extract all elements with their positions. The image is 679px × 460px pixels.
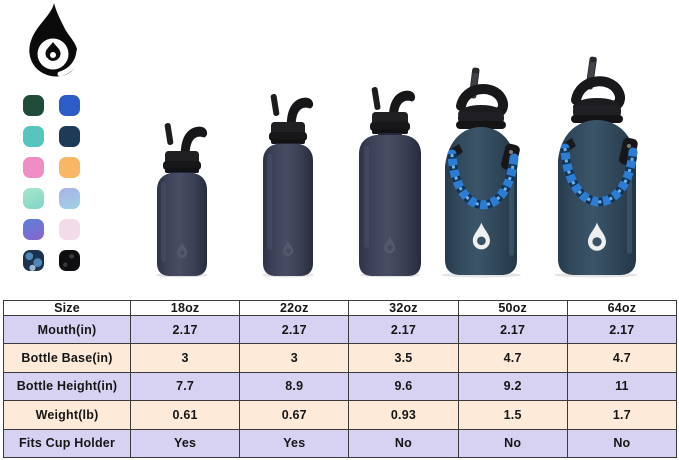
color-swatch-periwinkle-gradient (59, 188, 80, 209)
column-header-64oz: 64oz (566, 300, 678, 316)
table-cell: 3 (129, 343, 241, 373)
table-cell: 0.93 (348, 400, 459, 430)
color-swatch-mint-gradient (23, 188, 44, 209)
brand-flame-logo (29, 3, 82, 77)
table-cell: 1.5 (457, 400, 568, 430)
spec-table-head: Size 18oz 22oz 32oz 50oz 64oz (3, 300, 678, 316)
table-cell: 2.17 (566, 314, 678, 345)
spec-table-body: Mouth(in) 2.17 2.17 2.17 2.17 2.17 Bottle Base… (3, 314, 678, 459)
table-cell: 3.5 (348, 343, 459, 373)
column-header-size: Size (3, 300, 131, 316)
paracord-handle (560, 143, 638, 207)
table-row: Weight(lb) 0.61 0.67 0.93 1.5 1.7 (3, 400, 678, 430)
table-row: Fits Cup Holder Yes Yes No No No (3, 428, 678, 459)
table-cell: 2.17 (348, 314, 459, 345)
table-cell: No (348, 428, 459, 459)
row-label: Fits Cup Holder (3, 428, 131, 459)
bottle-32oz (359, 87, 421, 278)
table-cell: 9.2 (457, 371, 568, 402)
table-cell: 9.6 (348, 371, 459, 402)
color-swatch-blush-marble (59, 219, 80, 240)
straw-spout-icon (286, 97, 314, 129)
table-row: Bottle Height(in) 7.7 8.9 9.6 9.2 11 (3, 371, 678, 402)
spec-table: Size 18oz 22oz 32oz 50oz 64oz Mouth(in) 2.17 2.… (3, 300, 678, 459)
row-label: Weight(lb) (3, 400, 131, 430)
table-cell: 1.7 (566, 400, 678, 430)
row-label: Bottle Base(in) (3, 343, 131, 373)
table-cell: 8.9 (239, 371, 350, 402)
table-row: Bottle Base(in) 3 3 3.5 4.7 4.7 (3, 343, 678, 373)
table-cell: No (457, 428, 568, 459)
color-swatches (23, 95, 80, 271)
table-cell: 2.17 (239, 314, 350, 345)
color-swatch-pink (23, 157, 44, 178)
table-cell: 11 (566, 371, 678, 402)
row-label: Bottle Height(in) (3, 371, 131, 402)
bottle-50oz (441, 67, 521, 278)
color-swatch-blue-camo (23, 250, 44, 271)
table-cell: 3 (239, 343, 350, 373)
table-cell: 2.17 (129, 314, 241, 345)
column-header-50oz: 50oz (457, 300, 568, 316)
table-cell: 0.67 (239, 400, 350, 430)
bottle-18oz (156, 123, 208, 278)
color-swatch-forest-green (23, 95, 44, 116)
row-label: Mouth(in) (3, 314, 131, 345)
table-cell: 4.7 (457, 343, 568, 373)
bottle-22oz (262, 94, 314, 278)
color-swatch-teal (23, 126, 44, 147)
paracord-handle (447, 149, 519, 210)
table-cell: 0.61 (129, 400, 241, 430)
straw-spout-icon (180, 126, 208, 158)
bottle-64oz (554, 56, 638, 278)
table-cell: No (566, 428, 678, 459)
column-header-22oz: 22oz (239, 300, 350, 316)
table-header-row: Size 18oz 22oz 32oz 50oz 64oz (3, 300, 678, 316)
table-cell: 4.7 (566, 343, 678, 373)
color-swatch-black-marble (59, 250, 80, 271)
column-header-18oz: 18oz (129, 300, 241, 316)
table-cell: Yes (129, 428, 241, 459)
table-cell: 7.7 (129, 371, 241, 402)
color-swatch-orange (59, 157, 80, 178)
table-cell: Yes (239, 428, 350, 459)
table-row: Mouth(in) 2.17 2.17 2.17 2.17 2.17 (3, 314, 678, 345)
color-swatch-dark-navy (59, 126, 80, 147)
color-swatch-blue-purple-gradient (23, 219, 44, 240)
table-cell: 2.17 (457, 314, 568, 345)
color-swatch-royal-blue (59, 95, 80, 116)
column-header-32oz: 32oz (348, 300, 459, 316)
